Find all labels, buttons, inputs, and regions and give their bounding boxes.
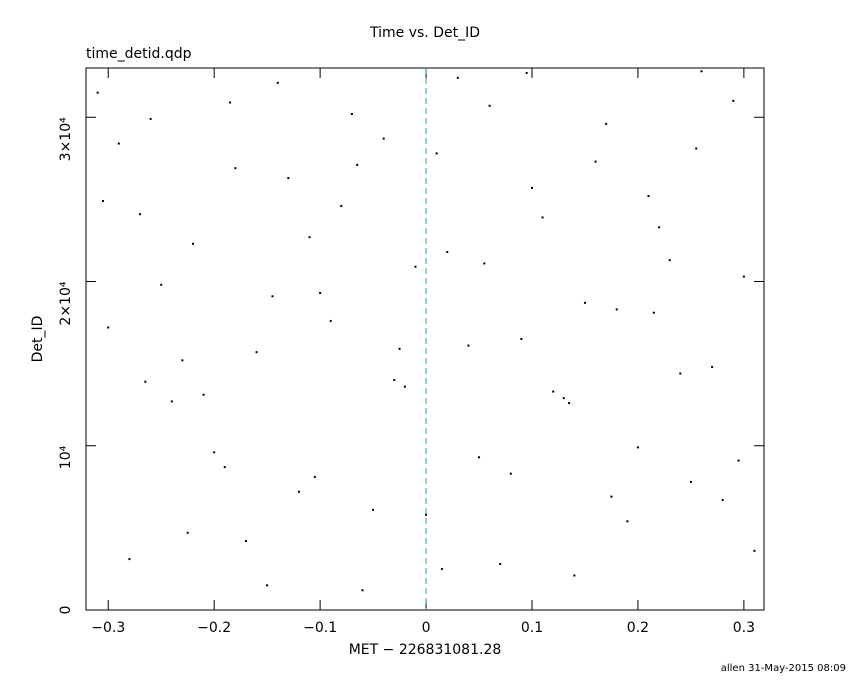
y-tick-label: 10⁴ xyxy=(58,445,74,469)
point xyxy=(313,475,316,478)
point xyxy=(350,112,353,115)
y-tick-label: 0 xyxy=(58,606,74,615)
point xyxy=(440,567,443,570)
point xyxy=(128,558,131,561)
point xyxy=(499,563,502,566)
point xyxy=(647,195,650,198)
point xyxy=(319,292,322,295)
point xyxy=(170,400,173,403)
point xyxy=(144,380,147,383)
point xyxy=(446,250,449,253)
x-tick-label: −0.2 xyxy=(197,620,231,636)
y-tick-label: 3×10⁴ xyxy=(58,117,74,161)
point xyxy=(467,344,470,347)
point xyxy=(186,531,189,534)
point xyxy=(583,301,586,304)
point xyxy=(530,186,533,189)
point xyxy=(181,359,184,362)
point xyxy=(308,236,311,239)
point xyxy=(361,589,364,592)
point xyxy=(711,365,714,368)
point xyxy=(652,311,655,314)
footer: allen 31-May-2015 08:09 xyxy=(721,663,846,674)
point xyxy=(478,456,481,459)
point xyxy=(425,513,428,516)
point xyxy=(234,167,237,170)
point xyxy=(223,466,226,469)
point xyxy=(456,76,459,79)
point xyxy=(229,101,232,104)
point xyxy=(732,99,735,102)
point xyxy=(610,495,613,498)
y-tick-label: 2×10⁴ xyxy=(58,281,74,325)
point xyxy=(356,163,359,166)
point xyxy=(689,480,692,483)
point xyxy=(340,204,343,207)
point xyxy=(509,472,512,475)
point xyxy=(668,259,671,262)
point xyxy=(753,549,756,552)
point xyxy=(742,275,745,278)
point xyxy=(435,152,438,155)
point xyxy=(255,351,258,354)
point xyxy=(594,160,597,163)
point xyxy=(562,397,565,400)
point xyxy=(626,520,629,523)
point xyxy=(96,91,99,94)
point xyxy=(568,402,571,405)
point xyxy=(700,70,703,73)
point xyxy=(202,393,205,396)
point xyxy=(658,226,661,229)
point xyxy=(372,508,375,511)
point xyxy=(271,295,274,298)
point xyxy=(107,326,110,329)
point xyxy=(101,200,104,203)
x-tick-label: 0.3 xyxy=(733,620,755,636)
point xyxy=(737,459,740,462)
point xyxy=(615,308,618,311)
point xyxy=(213,451,216,454)
point xyxy=(541,216,544,219)
point xyxy=(398,347,401,350)
chart-title: Time vs. Det_ID xyxy=(369,25,480,41)
point xyxy=(483,262,486,265)
x-axis-label: MET − 226831081.28 xyxy=(349,642,502,658)
point xyxy=(679,372,682,375)
point xyxy=(520,338,523,340)
point xyxy=(382,137,385,140)
point xyxy=(287,177,290,180)
point xyxy=(393,379,396,382)
point xyxy=(552,390,555,393)
point xyxy=(117,142,120,145)
x-tick-label: 0.1 xyxy=(521,620,543,636)
point xyxy=(403,385,406,388)
x-tick-label: −0.1 xyxy=(303,620,337,636)
chart-subtitle: time_detid.qdp xyxy=(86,46,192,62)
point xyxy=(488,104,491,107)
point xyxy=(414,265,417,268)
x-tick-label: −0.3 xyxy=(91,620,125,636)
point xyxy=(721,498,724,501)
point xyxy=(139,213,142,216)
point xyxy=(244,540,247,543)
point xyxy=(636,446,639,449)
point xyxy=(297,490,300,493)
point xyxy=(276,81,279,84)
x-tick-label: 0.2 xyxy=(627,620,649,636)
plot-frame xyxy=(85,67,765,611)
point xyxy=(329,319,332,322)
point xyxy=(605,122,608,125)
point xyxy=(149,117,152,120)
point xyxy=(695,147,698,150)
point xyxy=(160,283,163,286)
point xyxy=(525,71,528,74)
y-axis-label: Det_ID xyxy=(30,316,46,363)
x-tick-label: 0 xyxy=(422,620,431,636)
point xyxy=(191,242,194,245)
point xyxy=(266,584,269,587)
point xyxy=(573,574,576,577)
